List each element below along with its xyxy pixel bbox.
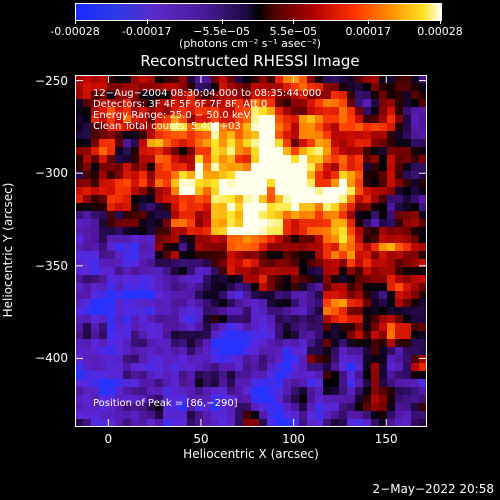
annotation-time: 12−Aug−2004 08:30:04.000 to 08:35:44.000 xyxy=(93,88,322,99)
colorbar xyxy=(75,3,442,21)
x-tick-label: 100 xyxy=(282,432,306,446)
colorbar-tick-mark xyxy=(75,19,76,24)
plot-frame xyxy=(75,75,427,427)
chart-title: Reconstructed RHESSI Image xyxy=(140,52,360,70)
timestamp: 2−May−2022 20:58 xyxy=(372,482,495,496)
y-tick-label: −250 xyxy=(35,73,68,88)
x-tick-label: 150 xyxy=(374,432,398,446)
y-tick-label: −350 xyxy=(35,258,68,273)
y-tick-label: −300 xyxy=(35,166,68,181)
colorbar-tick-label: 5.5e−05 xyxy=(269,25,318,38)
x-axis-label: Heliocentric X (arcsec) xyxy=(183,447,319,461)
x-tick-label: 50 xyxy=(193,432,209,446)
colorbar-tick-label: -0.00017 xyxy=(121,25,172,38)
peak-position-label: Position of Peak = [86,−290] xyxy=(93,398,238,409)
annotation-energy: Energy Range: 25.0 − 50.0 keV xyxy=(93,110,251,121)
annotation-detectors: Detectors: 3F 4F 5F 6F 7F 8F, Att 0 xyxy=(93,99,268,110)
colorbar-tick-label: −5.5e−05 xyxy=(193,25,250,38)
y-tick-label: −400 xyxy=(35,351,68,366)
colorbar-tick-label: 0.00028 xyxy=(417,25,463,38)
colorbar-tick-label: -0.00028 xyxy=(50,25,100,38)
colorbar-tick-mark xyxy=(293,19,295,24)
colorbar-tick-mark xyxy=(146,19,148,24)
colorbar-tick-mark xyxy=(440,19,441,24)
x-tick-label: 0 xyxy=(104,432,113,446)
colorbar-tick-mark xyxy=(368,19,370,24)
heatmap-plot xyxy=(75,75,427,427)
colorbar-tick-label: 0.00017 xyxy=(345,25,392,38)
colorbar-units: (photons cm⁻² s⁻¹ asec⁻²) xyxy=(179,37,321,50)
colorbar-tick-mark xyxy=(221,19,223,24)
annotation-counts: Clean Total counts: 5.40E+03 xyxy=(93,121,241,132)
y-axis-label-text: Heliocentric Y (arcsec) xyxy=(1,182,15,318)
